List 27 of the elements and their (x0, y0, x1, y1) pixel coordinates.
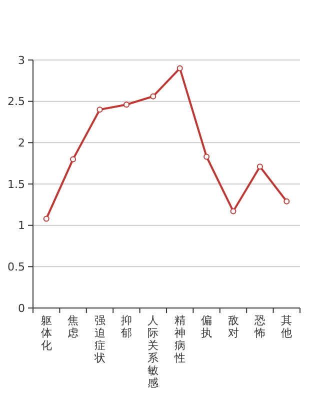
point (230, 208, 236, 214)
y-tick-label: 1 (18, 219, 25, 232)
y-tick-label: 2 (18, 136, 25, 150)
y-tick-label: 1.5 (8, 178, 25, 191)
y-tick-label: 0 (18, 302, 25, 315)
x-tick-label: 精神病性 (173, 314, 186, 364)
x-tick-label: 强迫症状 (93, 314, 106, 364)
y-tick-label: 0.5 (8, 260, 25, 274)
x-tick-label: 恐怖 (253, 314, 266, 340)
point (284, 198, 290, 204)
point (176, 65, 183, 72)
x-tick-label: 躯体化 (40, 314, 52, 352)
point (150, 93, 156, 100)
point (43, 216, 50, 222)
point (70, 156, 76, 162)
point (123, 102, 130, 108)
x-tick-label: 人际关系敏感 (148, 314, 159, 390)
point (204, 154, 210, 160)
x-tick-label: 抑郁 (120, 314, 132, 340)
y-tick-label: 2.5 (8, 95, 25, 108)
y-tick-label: 3 (18, 54, 25, 67)
x-tick-label: 敌对 (228, 314, 239, 340)
x-tick-label: 其他 (281, 314, 292, 340)
point (256, 164, 263, 170)
x-tick-label: 偏执 (201, 314, 212, 340)
x-tick-label: 焦虑 (68, 314, 79, 340)
point (96, 106, 103, 113)
